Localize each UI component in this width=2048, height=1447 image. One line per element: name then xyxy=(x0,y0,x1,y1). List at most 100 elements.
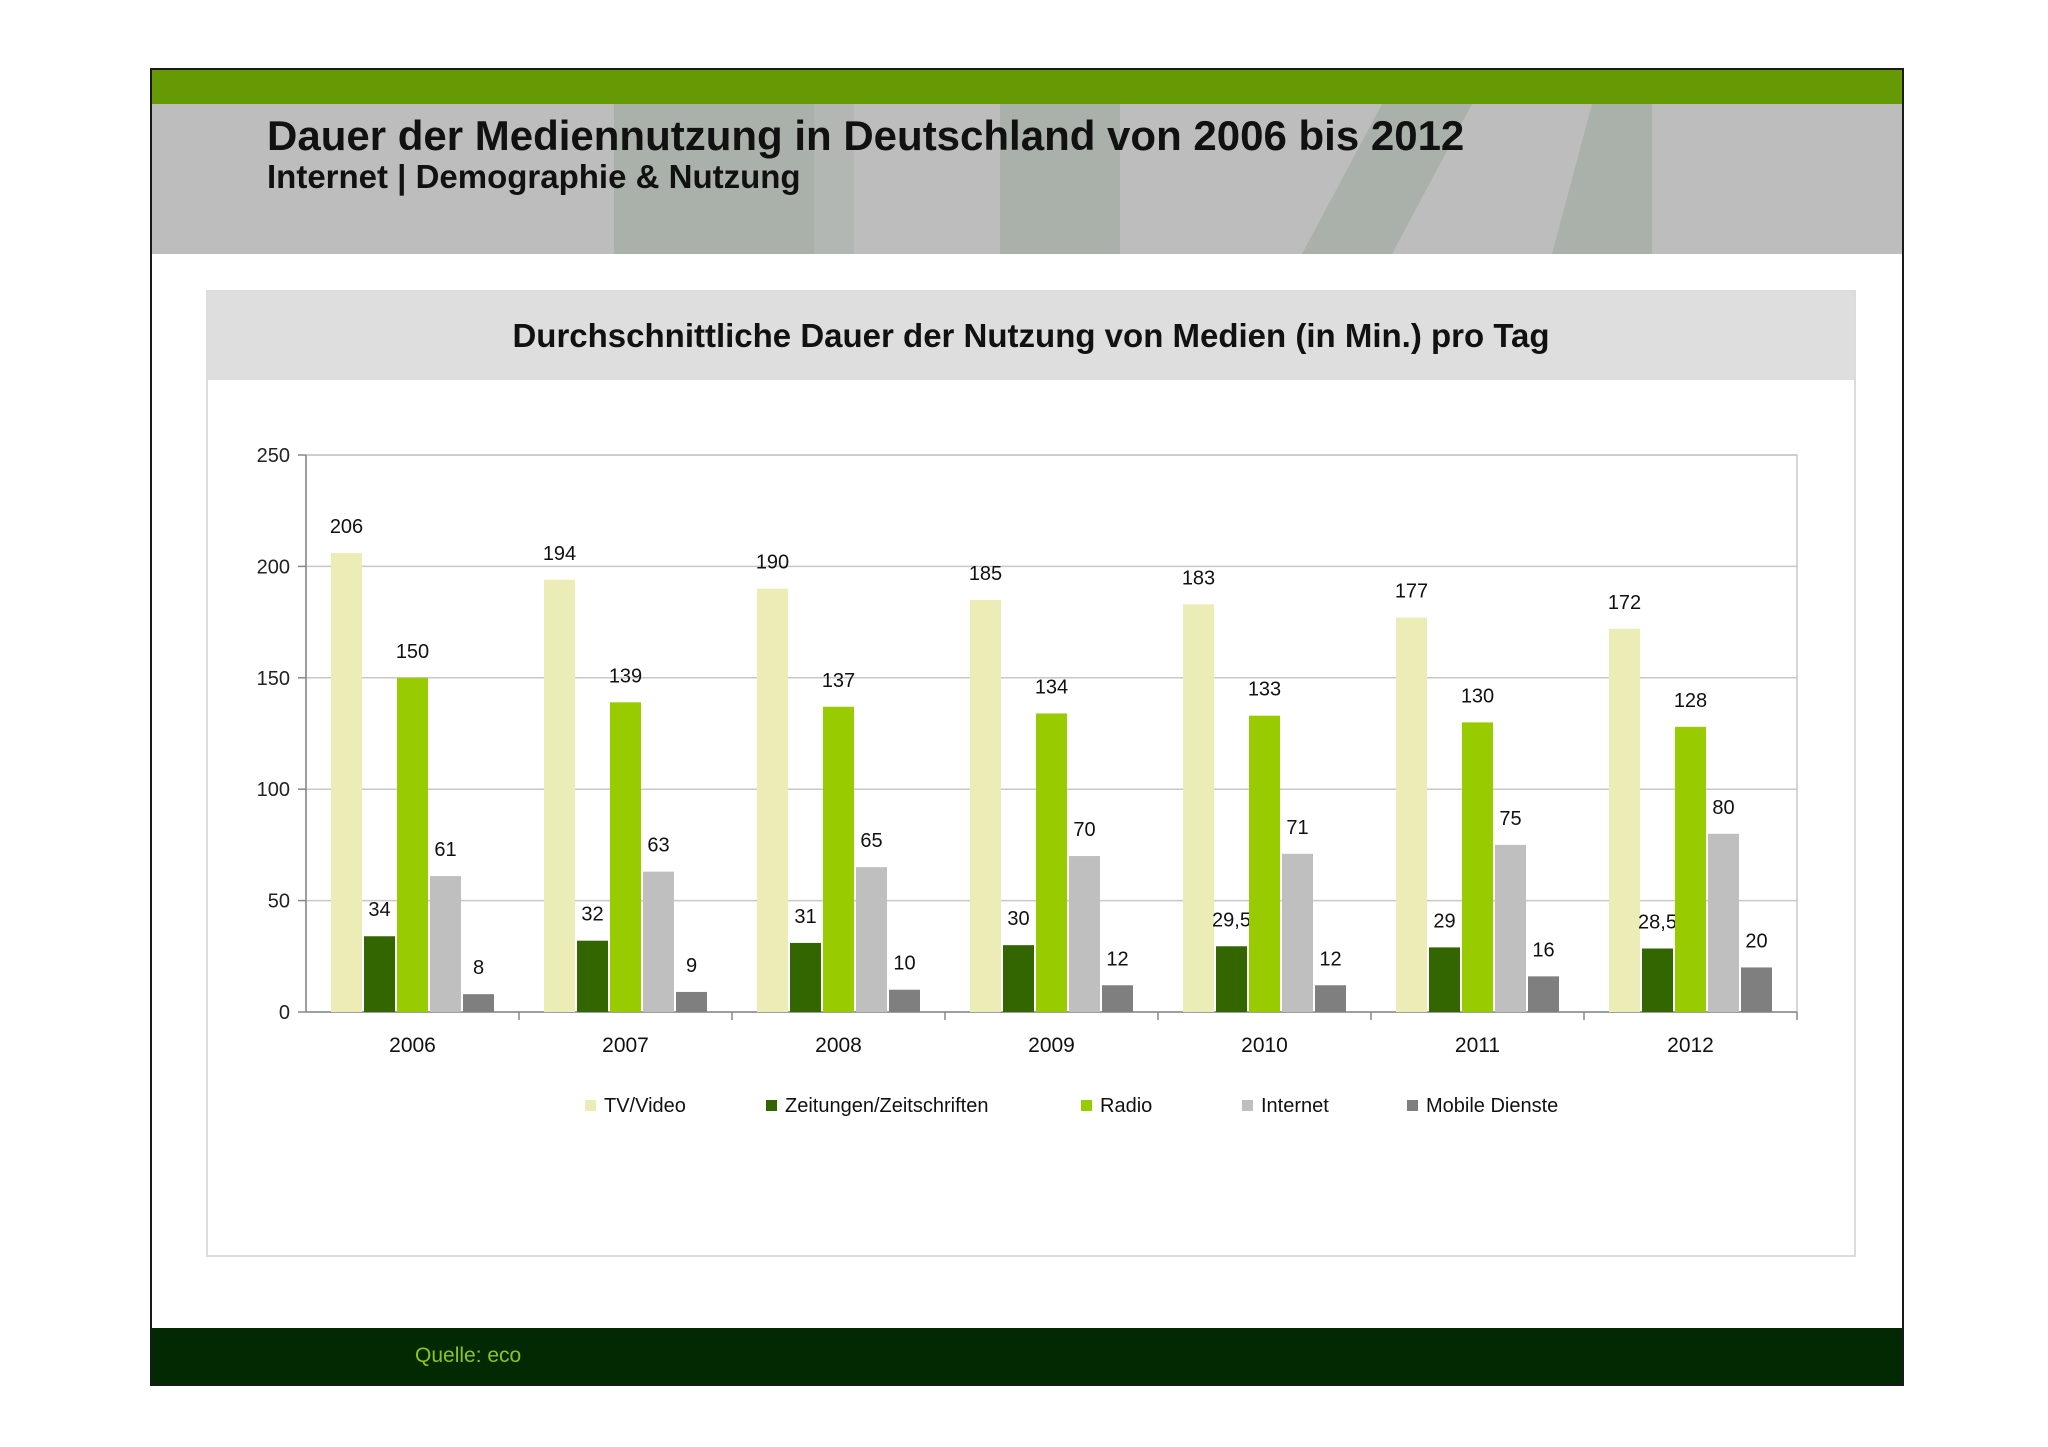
bar xyxy=(1642,948,1673,1012)
bar xyxy=(1741,967,1772,1012)
top-accent-bar xyxy=(152,70,1902,104)
bar xyxy=(643,871,674,1012)
x-tick-label: 2010 xyxy=(1241,1034,1288,1057)
data-label: 65 xyxy=(860,830,882,852)
x-tick-label: 2006 xyxy=(389,1034,436,1057)
data-label: 16 xyxy=(1532,939,1554,961)
bar xyxy=(463,994,494,1012)
page-title: Dauer der Mediennutzung in Deutschland v… xyxy=(267,112,1465,159)
bar xyxy=(889,989,920,1012)
bar xyxy=(970,599,1001,1012)
x-tick-label: 2008 xyxy=(815,1034,862,1057)
bar xyxy=(610,702,641,1012)
x-tick-label: 2007 xyxy=(602,1034,649,1057)
y-tick-label: 100 xyxy=(257,779,290,801)
bar xyxy=(364,936,395,1012)
data-label: 194 xyxy=(543,543,576,565)
bar xyxy=(790,942,821,1012)
bar xyxy=(1183,604,1214,1012)
data-label: 8 xyxy=(473,957,484,979)
data-label: 32 xyxy=(581,904,603,926)
y-tick-label: 50 xyxy=(268,891,290,913)
data-label: 31 xyxy=(794,906,816,928)
x-tick-label: 2011 xyxy=(1455,1034,1500,1057)
header-banner: Dauer der Mediennutzung in Deutschland v… xyxy=(152,104,1902,254)
bar xyxy=(1003,945,1034,1012)
bar xyxy=(1036,713,1067,1012)
x-tick-label: 2012 xyxy=(1667,1034,1714,1057)
legend-label: Zeitungen/Zeitschriften xyxy=(785,1095,988,1117)
chart-panel: Durchschnittliche Dauer der Nutzung von … xyxy=(206,290,1856,1257)
data-label: 133 xyxy=(1248,679,1281,701)
bar xyxy=(1495,844,1526,1012)
bar xyxy=(544,579,575,1012)
chart-title: Durchschnittliche Dauer der Nutzung von … xyxy=(512,317,1550,354)
legend-swatch xyxy=(585,1100,596,1111)
data-label: 12 xyxy=(1106,948,1128,970)
data-label: 128 xyxy=(1674,690,1707,712)
x-tick-label: 2009 xyxy=(1028,1034,1075,1057)
legend-swatch xyxy=(1081,1100,1092,1111)
bar xyxy=(1708,833,1739,1012)
bar xyxy=(577,940,608,1012)
bar xyxy=(331,553,362,1012)
bar xyxy=(676,991,707,1012)
bar xyxy=(1609,628,1640,1012)
bar xyxy=(430,876,461,1012)
data-label: 70 xyxy=(1073,819,1095,841)
bar xyxy=(397,677,428,1012)
bar-chart: 0 50 100 150 200 250 206 34 150 61 8 2006 194 32 139 63… xyxy=(257,445,1798,1117)
bar xyxy=(757,588,788,1012)
data-label: 28,5 xyxy=(1638,912,1677,934)
bar xyxy=(1315,985,1346,1012)
data-label: 183 xyxy=(1182,567,1215,589)
source-note: Quelle: eco xyxy=(415,1344,522,1367)
data-label: 34 xyxy=(368,899,390,921)
data-label: 185 xyxy=(969,563,1002,585)
bar xyxy=(1429,947,1460,1012)
slide: Dauer der Mediennutzung in Deutschland v… xyxy=(150,68,1904,1386)
data-label: 80 xyxy=(1712,797,1734,819)
data-label: 177 xyxy=(1395,581,1428,603)
chart-title-bar: Durchschnittliche Dauer der Nutzung von … xyxy=(208,292,1854,380)
data-label: 75 xyxy=(1499,808,1521,830)
legend-swatch xyxy=(1407,1100,1418,1111)
data-label: 63 xyxy=(647,835,669,857)
data-label: 134 xyxy=(1035,676,1068,698)
bar xyxy=(1249,715,1280,1012)
legend-label: TV/Video xyxy=(604,1095,686,1117)
data-label: 139 xyxy=(609,665,642,687)
data-label: 71 xyxy=(1286,817,1308,839)
footer-bar: Quelle: eco xyxy=(152,1328,1902,1384)
page-subtitle: Internet | Demographie & Nutzung xyxy=(267,158,801,195)
data-label: 206 xyxy=(330,516,363,538)
data-label: 9 xyxy=(686,955,697,977)
legend-swatch xyxy=(1242,1100,1253,1111)
data-label: 130 xyxy=(1461,685,1494,707)
legend-label: Internet xyxy=(1261,1095,1329,1117)
data-label: 172 xyxy=(1608,592,1641,614)
data-label: 29,5 xyxy=(1212,909,1251,931)
bar xyxy=(1396,617,1427,1012)
data-label: 150 xyxy=(396,641,429,663)
y-tick-label: 0 xyxy=(279,1002,290,1024)
bar xyxy=(1528,976,1559,1012)
y-tick-label: 150 xyxy=(257,668,290,690)
data-label: 29 xyxy=(1433,910,1455,932)
bar xyxy=(856,867,887,1012)
background-logo-graphic xyxy=(614,104,1652,254)
data-label: 190 xyxy=(756,552,789,574)
bar xyxy=(1102,985,1133,1012)
data-label: 10 xyxy=(893,953,915,975)
legend-swatch xyxy=(766,1100,777,1111)
bar xyxy=(1216,946,1247,1012)
data-label: 61 xyxy=(434,839,456,861)
data-label: 20 xyxy=(1745,930,1767,952)
legend-label: Mobile Dienste xyxy=(1426,1095,1558,1117)
bar xyxy=(1675,726,1706,1012)
bar xyxy=(823,706,854,1012)
data-label: 137 xyxy=(822,670,855,692)
data-label: 12 xyxy=(1319,948,1341,970)
bar xyxy=(1069,856,1100,1012)
legend-label: Radio xyxy=(1100,1095,1152,1117)
